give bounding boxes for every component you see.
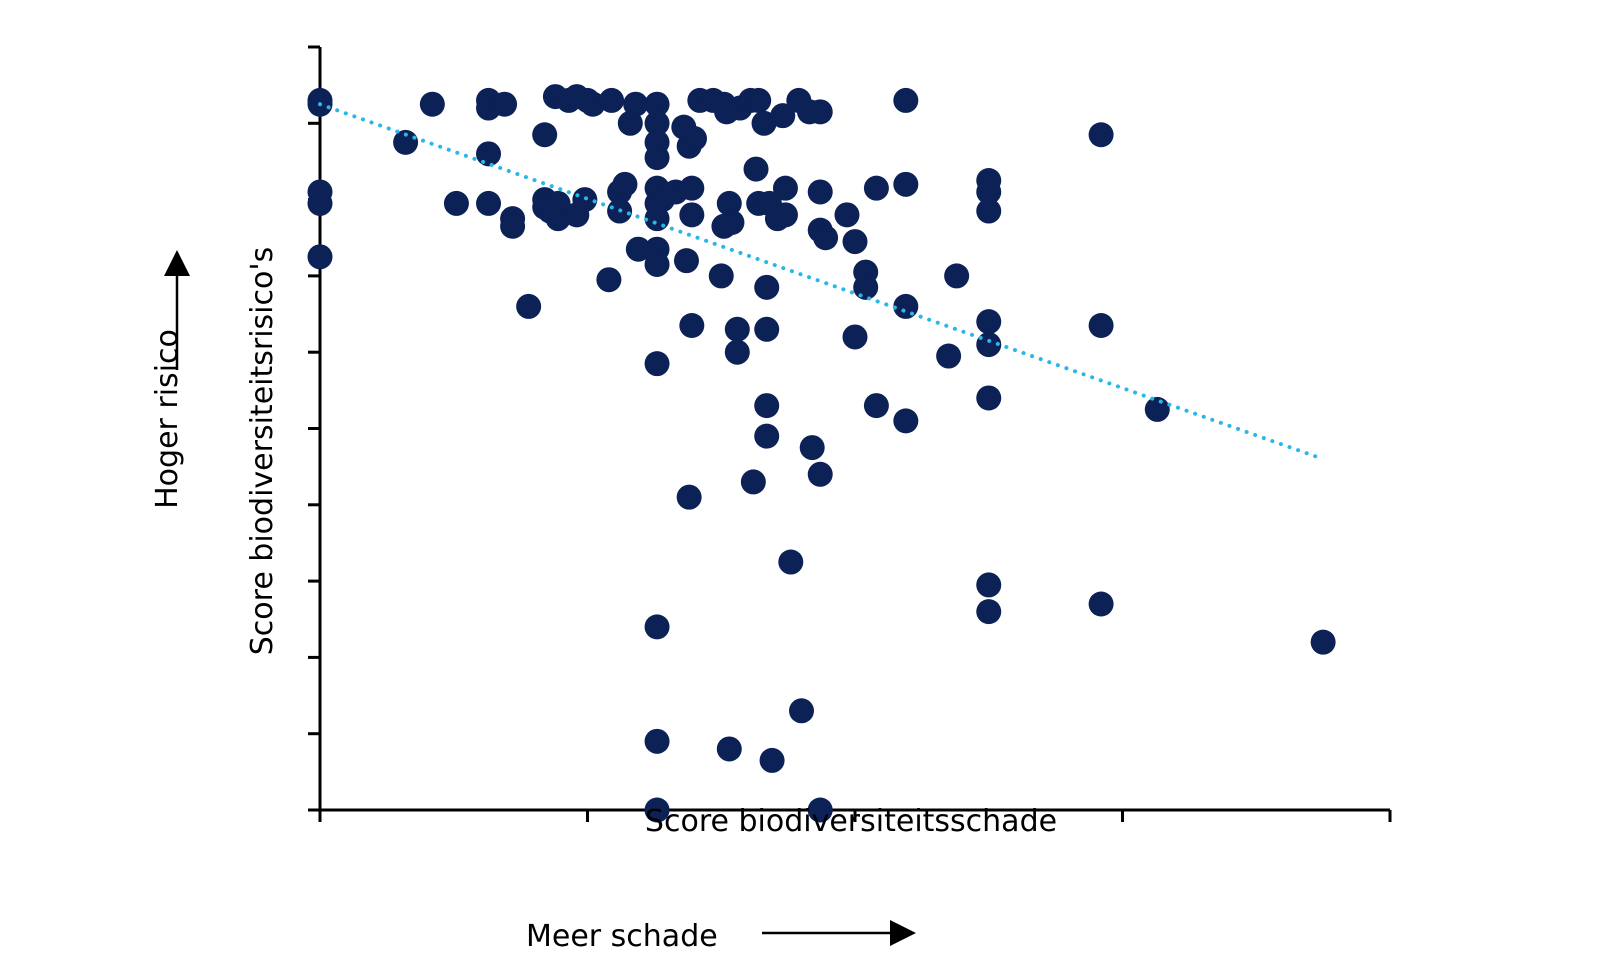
data-point <box>644 614 670 640</box>
data-point <box>1088 312 1114 338</box>
data-point <box>740 469 766 495</box>
data-point <box>751 110 777 136</box>
data-point <box>644 251 670 277</box>
data-point <box>393 129 419 155</box>
data-point <box>443 190 469 216</box>
data-point <box>754 393 780 419</box>
data-point <box>842 229 868 255</box>
data-point <box>770 103 796 129</box>
data-point <box>893 171 919 197</box>
data-point <box>644 110 670 136</box>
data-point <box>759 747 785 773</box>
data-point <box>679 202 705 228</box>
data-point <box>716 736 742 762</box>
data-points <box>307 84 1336 823</box>
data-point <box>936 343 962 369</box>
data-point <box>976 385 1002 411</box>
data-point <box>863 175 889 201</box>
data-point <box>307 244 333 270</box>
data-point <box>419 91 445 117</box>
data-point <box>476 141 502 167</box>
data-point <box>679 175 705 201</box>
data-point <box>711 213 737 239</box>
x-axis-label: Score biodiversiteitsschade <box>645 804 1057 839</box>
data-point <box>893 408 919 434</box>
data-point <box>599 87 625 113</box>
data-point <box>976 309 1002 335</box>
data-point <box>754 316 780 342</box>
data-point <box>625 236 651 262</box>
data-point <box>644 351 670 377</box>
y-axis-label: Score biodiversiteitsrisico's <box>245 247 280 656</box>
data-point <box>807 179 833 205</box>
data-point <box>724 316 750 342</box>
data-point <box>893 293 919 319</box>
data-point <box>644 797 670 823</box>
data-point <box>716 190 742 216</box>
data-point <box>1088 591 1114 617</box>
data-point <box>644 728 670 754</box>
data-point <box>807 461 833 487</box>
data-point <box>673 248 699 274</box>
data-point <box>976 179 1002 205</box>
data-point <box>682 126 707 152</box>
data-point <box>708 263 734 289</box>
data-point <box>976 599 1002 625</box>
data-point <box>789 698 814 724</box>
data-point <box>644 91 670 117</box>
data-point <box>834 202 860 228</box>
data-point <box>754 274 780 300</box>
data-point <box>807 797 833 823</box>
data-point <box>743 156 769 182</box>
data-point <box>724 339 750 365</box>
data-point <box>679 312 705 338</box>
data-point <box>746 87 772 113</box>
data-point <box>1310 629 1336 655</box>
x-direction-hint: Meer schade <box>526 919 718 954</box>
data-point <box>944 263 970 289</box>
data-point <box>596 267 622 293</box>
data-point <box>644 145 670 171</box>
data-point <box>976 572 1002 598</box>
y-axis-ticks <box>308 45 320 812</box>
data-point <box>976 198 1002 224</box>
data-point <box>617 110 643 136</box>
data-point <box>807 99 833 125</box>
data-point <box>799 435 825 461</box>
data-point <box>532 122 558 148</box>
data-point <box>772 202 798 228</box>
data-point <box>842 324 868 350</box>
data-point <box>516 293 542 319</box>
data-point <box>307 190 333 216</box>
data-point <box>623 91 649 117</box>
data-point <box>500 213 526 239</box>
up-arrow-icon <box>164 250 190 276</box>
data-point <box>1144 396 1170 422</box>
data-point <box>476 190 502 216</box>
data-point <box>754 423 780 449</box>
data-point <box>676 484 702 510</box>
data-point <box>580 91 606 117</box>
data-point <box>772 175 798 201</box>
data-point <box>1088 122 1114 148</box>
trendline <box>318 102 1326 462</box>
data-point <box>863 393 889 419</box>
data-point <box>813 225 839 251</box>
data-point <box>537 198 563 224</box>
data-point <box>778 549 804 575</box>
data-point <box>612 171 638 197</box>
data-point <box>893 87 919 113</box>
data-point <box>853 274 879 300</box>
right-arrow-icon <box>890 920 916 946</box>
data-point <box>492 91 518 117</box>
y-direction-hint: Hoger risico <box>150 329 185 509</box>
